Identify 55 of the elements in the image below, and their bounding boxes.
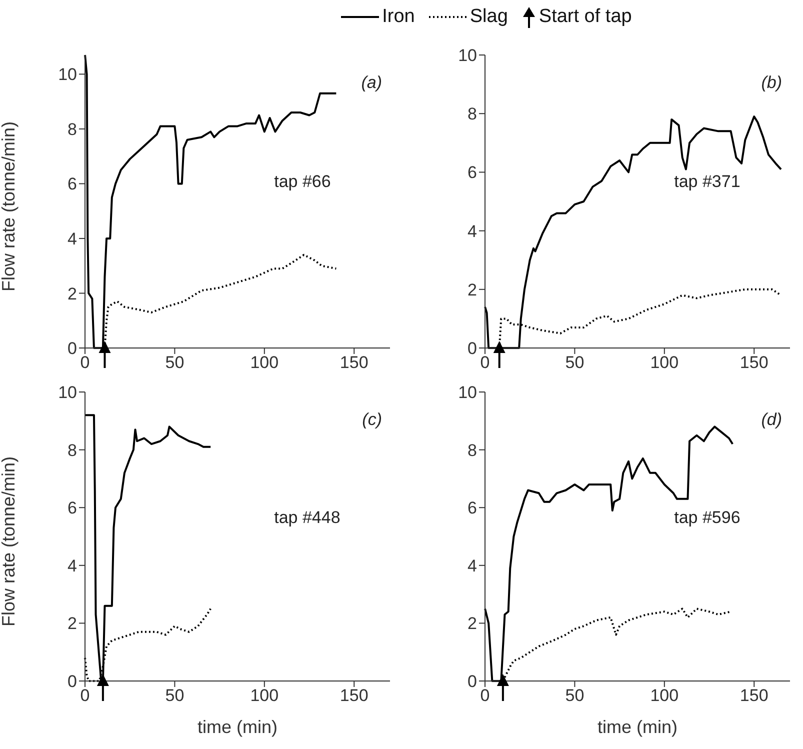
x-tick-label: 100 [250, 353, 279, 372]
y-tick-label: 0 [468, 339, 477, 358]
annotation: (c) [362, 410, 382, 430]
annotation: (d) [761, 410, 782, 430]
annotation: tap #66 [274, 172, 331, 192]
x-tick-label: 0 [80, 686, 90, 706]
y-axis-title: Flow rate (tonne/min) [0, 456, 18, 626]
y-tick-label: 4 [68, 230, 77, 248]
y-tick-label: 0 [68, 672, 77, 692]
x-tick-label: 100 [250, 686, 279, 706]
y-tick-label: 4 [68, 556, 77, 576]
y-tick-label: 0 [68, 339, 77, 358]
x-tick-label: 150 [340, 686, 368, 706]
y-axis-title: Flow rate (tonne/min) [0, 121, 18, 292]
y-tick-label: 6 [468, 163, 477, 182]
x-tick-label: 100 [650, 686, 679, 706]
y-tick-label: 6 [68, 174, 77, 194]
x-axis-title: time (min) [598, 717, 678, 737]
x-tick-label: 50 [165, 686, 184, 706]
annotation: (b) [761, 73, 782, 93]
y-tick-label: 0 [468, 672, 477, 692]
x-tick-label: 0 [80, 353, 90, 372]
legend-label: Iron [382, 6, 415, 28]
annotation: tap #448 [274, 508, 340, 528]
x-tick-label: 150 [340, 353, 368, 372]
annotation: tap #371 [674, 172, 740, 192]
x-tick-label: 50 [565, 353, 584, 372]
y-tick-label: 2 [68, 614, 77, 634]
y-tick-label: 10 [458, 383, 477, 402]
x-tick-label: 100 [650, 353, 679, 372]
annotation: (a) [361, 73, 382, 93]
y-tick-label: 8 [68, 440, 77, 460]
y-tick-label: 10 [458, 46, 477, 66]
y-tick-label: 10 [58, 383, 77, 402]
y-tick-label: 6 [468, 498, 477, 518]
y-tick-label: 8 [468, 440, 477, 460]
x-tick-label: 50 [565, 686, 584, 706]
y-tick-label: 4 [468, 222, 477, 241]
x-tick-label: 150 [740, 353, 768, 372]
y-tick-label: 2 [68, 284, 77, 304]
x-tick-label: 50 [165, 353, 184, 372]
annotation: tap #596 [674, 508, 740, 528]
y-tick-label: 4 [468, 556, 477, 576]
x-tick-label: 0 [480, 686, 490, 706]
y-tick-label: 2 [468, 614, 477, 634]
y-tick-label: 10 [58, 65, 77, 84]
y-tick-label: 8 [468, 104, 477, 124]
legend-label: Slag [470, 6, 508, 28]
legend-label: Start of tap [538, 6, 632, 28]
y-tick-label: 2 [468, 280, 477, 300]
x-tick-label: 0 [480, 353, 490, 372]
x-tick-label: 150 [740, 686, 768, 706]
y-tick-label: 8 [68, 120, 77, 139]
y-tick-label: 6 [68, 498, 77, 518]
x-axis-title: time (min) [198, 717, 278, 737]
